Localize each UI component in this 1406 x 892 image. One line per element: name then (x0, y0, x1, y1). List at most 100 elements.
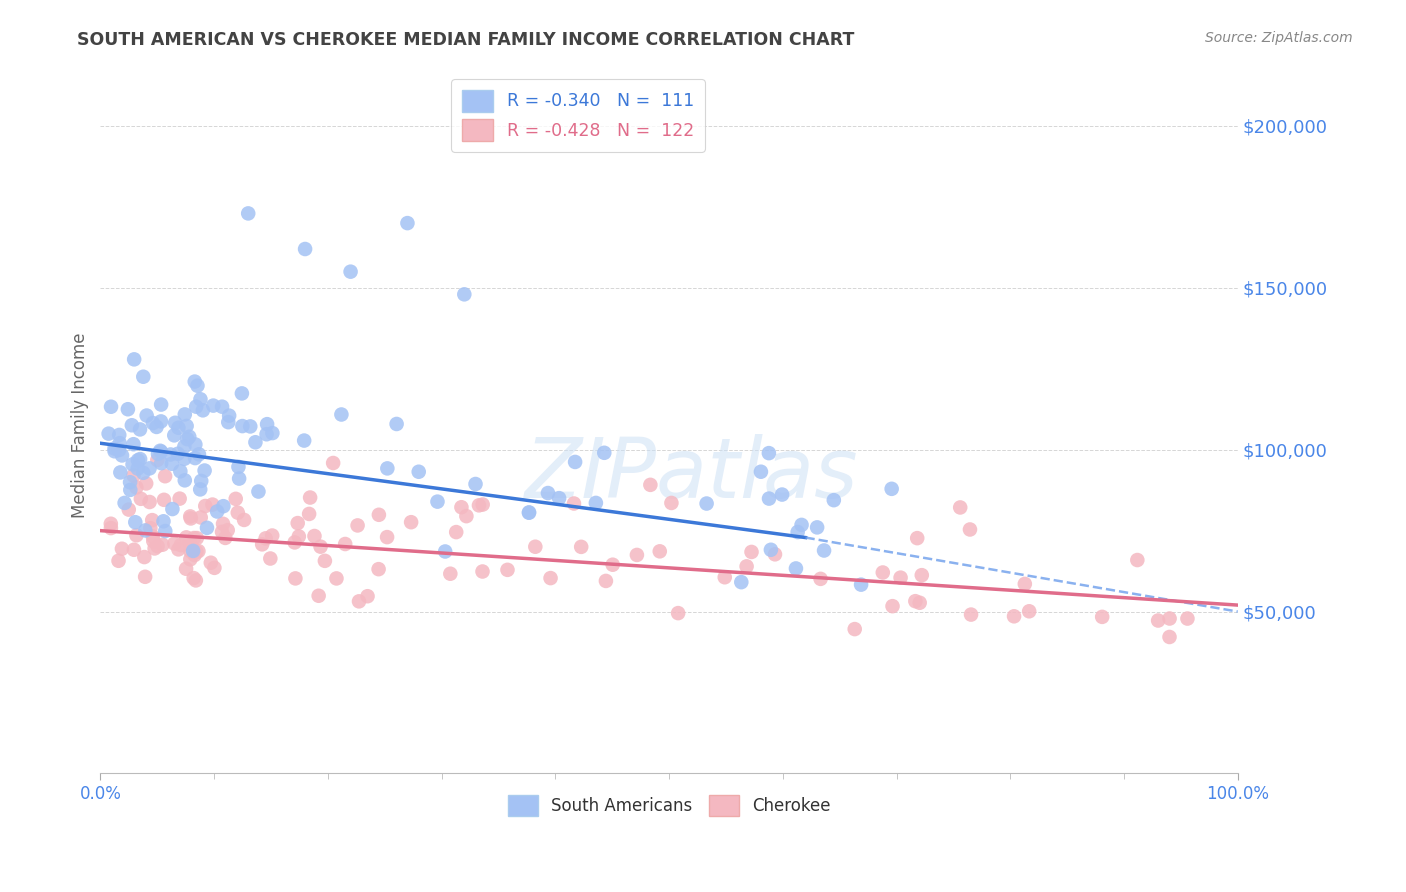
Point (129, 452, 152, 467)
Point (150, 444, 173, 458)
Point (904, 594, 927, 608)
Point (256, 427, 278, 442)
Point (163, 428, 186, 442)
Point (173, 473, 195, 487)
Point (367, 508, 389, 522)
Point (179, 509, 201, 524)
Point (453, 287, 475, 301)
Point (129, 491, 152, 506)
Point (666, 606, 689, 620)
Point (195, 521, 218, 535)
Point (186, 378, 208, 392)
Point (890, 571, 912, 585)
Point (165, 416, 187, 430)
Point (304, 529, 326, 543)
Point (117, 402, 139, 417)
Point (426, 494, 449, 508)
Point (200, 556, 222, 570)
Point (548, 491, 571, 505)
Point (239, 419, 262, 434)
Point (201, 498, 224, 512)
Point (562, 496, 585, 510)
Point (190, 474, 212, 488)
Point (184, 375, 207, 389)
Point (179, 552, 201, 566)
Point (1159, 611, 1181, 625)
Point (134, 524, 156, 538)
Point (308, 589, 330, 603)
Point (730, 575, 752, 590)
Point (1018, 604, 1040, 618)
Point (167, 421, 190, 435)
Point (143, 541, 166, 556)
Point (231, 386, 253, 401)
Point (173, 408, 195, 422)
Point (205, 504, 228, 518)
Point (763, 547, 786, 561)
Point (146, 447, 169, 461)
Point (202, 561, 225, 575)
Point (262, 528, 284, 542)
Point (100, 516, 122, 531)
Point (135, 476, 157, 491)
Point (121, 418, 143, 433)
Point (114, 496, 136, 510)
Point (150, 456, 173, 470)
Point (786, 524, 808, 539)
Point (262, 426, 284, 441)
Y-axis label: Median Family Income: Median Family Income (72, 333, 89, 518)
Point (97, 426, 120, 441)
Point (139, 521, 162, 535)
Point (517, 506, 540, 520)
Point (882, 599, 904, 614)
Point (911, 568, 934, 582)
Point (214, 531, 236, 545)
Point (813, 543, 835, 558)
Point (142, 529, 165, 543)
Point (585, 496, 607, 510)
Point (194, 499, 217, 513)
Point (233, 513, 256, 527)
Point (212, 499, 235, 513)
Point (176, 419, 198, 434)
Point (314, 554, 336, 568)
Point (385, 417, 408, 431)
Point (225, 491, 247, 506)
Point (186, 531, 208, 545)
Point (138, 461, 160, 475)
Point (1159, 630, 1181, 644)
Point (905, 531, 928, 545)
Point (188, 483, 211, 497)
Point (696, 497, 718, 511)
Point (259, 551, 281, 566)
Point (908, 596, 931, 610)
Point (517, 505, 540, 519)
Point (399, 515, 422, 529)
Text: ZIPatlas: ZIPatlas (524, 434, 859, 515)
Point (186, 545, 208, 559)
Point (960, 607, 983, 622)
Point (540, 571, 562, 585)
Point (174, 530, 197, 544)
Point (602, 558, 624, 572)
Point (1177, 611, 1199, 625)
Point (194, 463, 217, 477)
Point (218, 409, 240, 423)
Point (149, 414, 172, 428)
Point (125, 528, 148, 542)
Point (226, 506, 249, 520)
Point (184, 451, 207, 466)
Point (107, 554, 129, 568)
Point (183, 571, 205, 585)
Point (152, 538, 174, 552)
Point (790, 517, 813, 532)
Point (375, 530, 398, 544)
Point (146, 453, 169, 467)
Point (872, 566, 894, 580)
Point (247, 484, 270, 499)
Point (284, 535, 307, 549)
Point (377, 461, 399, 475)
Point (179, 535, 201, 549)
Point (735, 559, 758, 574)
Point (346, 518, 368, 533)
